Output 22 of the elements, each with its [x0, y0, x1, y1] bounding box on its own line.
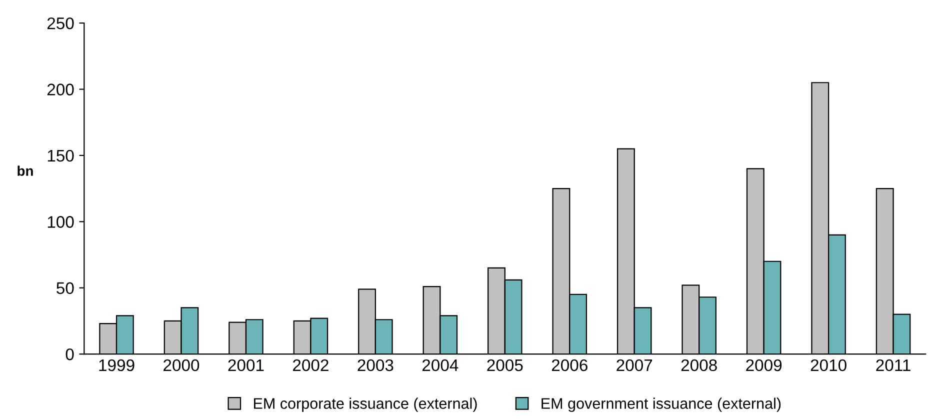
x-tick-label: 2011: [876, 359, 910, 372]
legend-label: EM corporate issuance (external): [254, 398, 477, 412]
y-tick-label: 0: [66, 348, 74, 360]
y-tick-label: 200: [47, 84, 74, 96]
x-tick-label: 2007: [616, 359, 652, 372]
x-tick-label: 2009: [746, 359, 782, 372]
legend-label: EM government issuance (external): [542, 398, 781, 412]
y-tick-label: 250: [47, 17, 74, 30]
y-axis-title: bn: [18, 166, 33, 176]
x-tick-label: 2001: [228, 359, 264, 372]
x-tick-label: 2005: [487, 359, 523, 372]
y-tick-label: 100: [48, 216, 74, 228]
x-tick-label: 2000: [164, 359, 200, 372]
x-tick-label: 2008: [681, 359, 717, 372]
x-tick-label: 2006: [552, 359, 588, 372]
x-tick-label: 2010: [810, 359, 846, 372]
x-tick-label: 2003: [358, 359, 394, 372]
x-tick-label: 2004: [422, 359, 458, 372]
x-tick-label: 2002: [293, 359, 328, 372]
x-tick-label: 1999: [99, 359, 134, 372]
y-tick-label: 150: [48, 150, 74, 162]
y-tick-label: 50: [56, 282, 74, 294]
